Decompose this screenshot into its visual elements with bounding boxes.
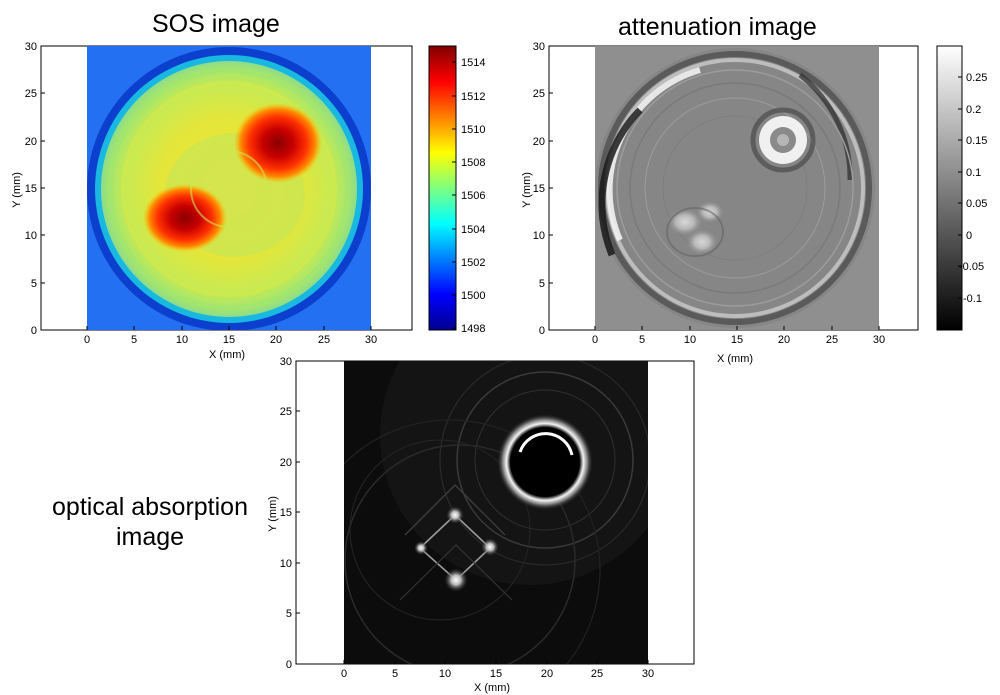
sos-xtick-label: 15 xyxy=(223,334,235,346)
attenuation-x-axis-label: X (mm) xyxy=(717,353,753,365)
sos-colorbar-label: 1502 xyxy=(461,257,485,269)
sos-x-ticks xyxy=(86,326,372,330)
optical-ytick-label: 0 xyxy=(286,659,292,671)
sos-ytick-label: 5 xyxy=(31,278,37,290)
sos-colorbar-label: 1506 xyxy=(461,190,485,202)
optical-xtick-label: 15 xyxy=(490,668,502,680)
sos-x-axis-label: X (mm) xyxy=(209,349,245,361)
attenuation-y-axis-label: Y (mm) xyxy=(521,172,533,208)
sos-ytick-label: 25 xyxy=(25,88,37,100)
optical-panel: 0 5 10 15 20 25 30 0 5 10 15 20 25 30 X … xyxy=(267,356,695,694)
attenuation-colorbar-label: -0.1 xyxy=(963,293,982,305)
sos-ytick-label: 10 xyxy=(25,230,37,242)
attenuation-colorbar-label: 0.1 xyxy=(966,167,981,179)
attenuation-xtick-label: 15 xyxy=(731,334,743,346)
optical-ytick-label: 5 xyxy=(286,608,292,620)
optical-x-axis-label: X (mm) xyxy=(474,682,510,694)
sos-colorbar-label: 1508 xyxy=(461,157,485,169)
sos-xtick-label: 0 xyxy=(84,334,90,346)
attenuation-colorbar-label: 0.05 xyxy=(966,198,987,210)
sos-colorbar-label: 1514 xyxy=(461,57,485,69)
sos-colorbar-label: 1500 xyxy=(461,290,485,302)
sos-y-axis-label: Y (mm) xyxy=(11,172,23,208)
sos-y-ticks xyxy=(41,45,45,331)
sos-colorbar-ticks xyxy=(452,61,456,329)
attenuation-panel: 0 5 10 15 20 25 30 0 5 10 15 20 25 30 X … xyxy=(521,41,987,365)
optical-ytick-label: 30 xyxy=(280,356,292,368)
optical-xtick-label: 20 xyxy=(541,668,553,680)
attenuation-y-ticks xyxy=(549,45,553,331)
attenuation-ytick-label: 10 xyxy=(533,230,545,242)
optical-y-ticks xyxy=(296,360,300,665)
sos-xtick-label: 10 xyxy=(176,334,188,346)
sos-colorbar-label: 1498 xyxy=(461,323,485,335)
attenuation-colorbar xyxy=(936,45,963,331)
attenuation-xtick-label: 0 xyxy=(592,334,598,346)
optical-xtick-label: 25 xyxy=(591,668,603,680)
sos-ytick-label: 15 xyxy=(25,183,37,195)
sos-ytick-label: 30 xyxy=(25,41,37,53)
attenuation-xtick-label: 5 xyxy=(639,334,645,346)
sos-panel: 0 5 10 15 20 25 30 0 5 10 15 20 25 30 X … xyxy=(11,41,485,361)
attenuation-colorbar-label: 0.2 xyxy=(966,104,981,116)
sos-colorbar-label: 1512 xyxy=(461,91,485,103)
sos-colorbar-label: 1504 xyxy=(461,224,485,236)
attenuation-colorbar-label: -0.05 xyxy=(959,261,984,273)
attenuation-xtick-label: 25 xyxy=(826,334,838,346)
sos-title: SOS image xyxy=(152,10,280,38)
attenuation-colorbar-ticks xyxy=(958,76,962,299)
attenuation-ytick-label: 25 xyxy=(533,88,545,100)
attenuation-ytick-label: 5 xyxy=(539,278,545,290)
optical-ytick-label: 20 xyxy=(280,457,292,469)
attenuation-xtick-label: 10 xyxy=(684,334,696,346)
optical-y-axis-label: Y (mm) xyxy=(267,496,279,532)
optical-ytick-label: 15 xyxy=(280,507,292,519)
attenuation-ytick-label: 0 xyxy=(539,325,545,337)
optical-ytick-label: 10 xyxy=(280,558,292,570)
attenuation-image xyxy=(595,46,879,330)
attenuation-colorbar-label: 0.15 xyxy=(966,135,987,147)
attenuation-ytick-label: 15 xyxy=(533,183,545,195)
optical-x-ticks xyxy=(343,660,649,664)
sos-colorbar xyxy=(428,45,457,331)
optical-title: optical absorption image xyxy=(52,493,248,551)
sos-image xyxy=(87,46,371,330)
attenuation-colorbar-label: 0.25 xyxy=(966,72,987,84)
optical-ytick-label: 25 xyxy=(280,406,292,418)
optical-xtick-label: 30 xyxy=(642,668,654,680)
optical-image xyxy=(344,361,648,664)
optical-xtick-label: 10 xyxy=(439,668,451,680)
attenuation-colorbar-label: 0 xyxy=(966,230,972,242)
sos-xtick-label: 25 xyxy=(318,334,330,346)
attenuation-xtick-label: 30 xyxy=(873,334,885,346)
sos-colorbar-label: 1510 xyxy=(461,124,485,136)
attenuation-ytick-label: 30 xyxy=(533,41,545,53)
attenuation-xtick-label: 20 xyxy=(778,334,790,346)
optical-xtick-label: 5 xyxy=(392,668,398,680)
attenuation-ytick-label: 20 xyxy=(533,136,545,148)
sos-xtick-label: 20 xyxy=(270,334,282,346)
attenuation-title: attenuation image xyxy=(618,13,817,41)
sos-ytick-label: 0 xyxy=(31,325,37,337)
attenuation-x-ticks xyxy=(594,326,880,330)
sos-xtick-label: 30 xyxy=(365,334,377,346)
sos-ytick-label: 20 xyxy=(25,136,37,148)
sos-xtick-label: 5 xyxy=(131,334,137,346)
optical-xtick-label: 0 xyxy=(341,668,347,680)
